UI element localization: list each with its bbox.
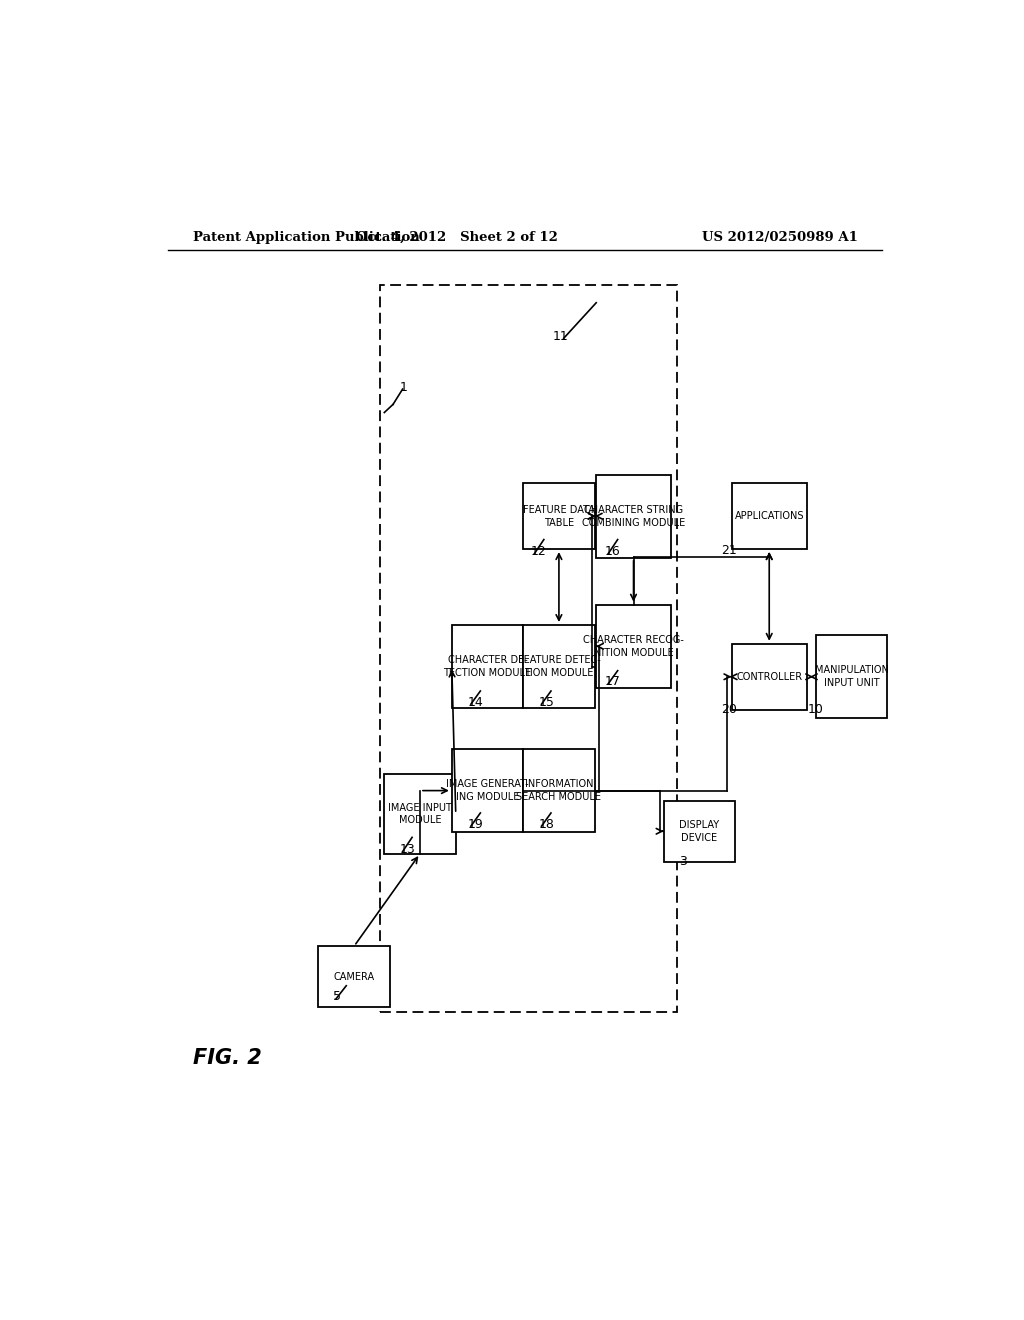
Text: 20: 20 bbox=[722, 702, 737, 715]
Text: CHARACTER RECOG-
NITION MODULE: CHARACTER RECOG- NITION MODULE bbox=[583, 635, 684, 657]
Text: MANIPULATION
INPUT UNIT: MANIPULATION INPUT UNIT bbox=[815, 665, 889, 688]
FancyBboxPatch shape bbox=[816, 635, 888, 718]
Text: 11: 11 bbox=[553, 330, 568, 343]
Text: APPLICATIONS: APPLICATIONS bbox=[734, 511, 804, 521]
FancyBboxPatch shape bbox=[318, 946, 390, 1007]
FancyBboxPatch shape bbox=[596, 605, 671, 688]
Text: US 2012/0250989 A1: US 2012/0250989 A1 bbox=[702, 231, 858, 244]
Text: IMAGE GENERAT-
ING MODULE: IMAGE GENERAT- ING MODULE bbox=[446, 779, 528, 803]
Text: 5: 5 bbox=[333, 990, 341, 1003]
Text: 16: 16 bbox=[605, 545, 621, 558]
Text: CAMERA: CAMERA bbox=[334, 972, 375, 982]
Text: 12: 12 bbox=[531, 545, 547, 558]
FancyBboxPatch shape bbox=[452, 624, 523, 709]
Text: CHARACTER DE-
TECTION MODULE: CHARACTER DE- TECTION MODULE bbox=[443, 655, 531, 678]
FancyBboxPatch shape bbox=[664, 801, 735, 862]
Text: 18: 18 bbox=[539, 817, 554, 830]
Text: Oct. 4, 2012   Sheet 2 of 12: Oct. 4, 2012 Sheet 2 of 12 bbox=[356, 231, 558, 244]
Text: FEATURE DATA
TABLE: FEATURE DATA TABLE bbox=[523, 504, 595, 528]
Text: 13: 13 bbox=[399, 843, 415, 857]
FancyBboxPatch shape bbox=[523, 748, 595, 833]
Text: 10: 10 bbox=[807, 702, 823, 715]
Text: INFORMATION
SEARCH MODULE: INFORMATION SEARCH MODULE bbox=[516, 779, 601, 803]
Text: CHARACTER STRING
COMBINING MODULE: CHARACTER STRING COMBINING MODULE bbox=[582, 504, 685, 528]
Text: FIG. 2: FIG. 2 bbox=[194, 1048, 262, 1068]
FancyBboxPatch shape bbox=[731, 483, 807, 549]
Text: 17: 17 bbox=[605, 676, 621, 688]
Text: CONTROLLER: CONTROLLER bbox=[736, 672, 802, 681]
Text: 15: 15 bbox=[539, 696, 554, 709]
Text: DISPLAY
DEVICE: DISPLAY DEVICE bbox=[679, 820, 720, 842]
Text: 1: 1 bbox=[399, 380, 408, 393]
Text: 3: 3 bbox=[679, 855, 687, 869]
Text: Patent Application Publication: Patent Application Publication bbox=[194, 231, 420, 244]
FancyBboxPatch shape bbox=[731, 644, 807, 710]
FancyBboxPatch shape bbox=[452, 748, 523, 833]
FancyBboxPatch shape bbox=[523, 624, 595, 709]
FancyBboxPatch shape bbox=[384, 775, 456, 854]
Text: 19: 19 bbox=[468, 817, 483, 830]
Text: 14: 14 bbox=[468, 696, 483, 709]
Text: 21: 21 bbox=[722, 544, 737, 557]
Text: IMAGE INPUT
MODULE: IMAGE INPUT MODULE bbox=[388, 803, 452, 825]
FancyBboxPatch shape bbox=[596, 474, 671, 558]
FancyBboxPatch shape bbox=[523, 483, 595, 549]
Text: FEATURE DETEC-
TION MODULE: FEATURE DETEC- TION MODULE bbox=[517, 655, 600, 678]
